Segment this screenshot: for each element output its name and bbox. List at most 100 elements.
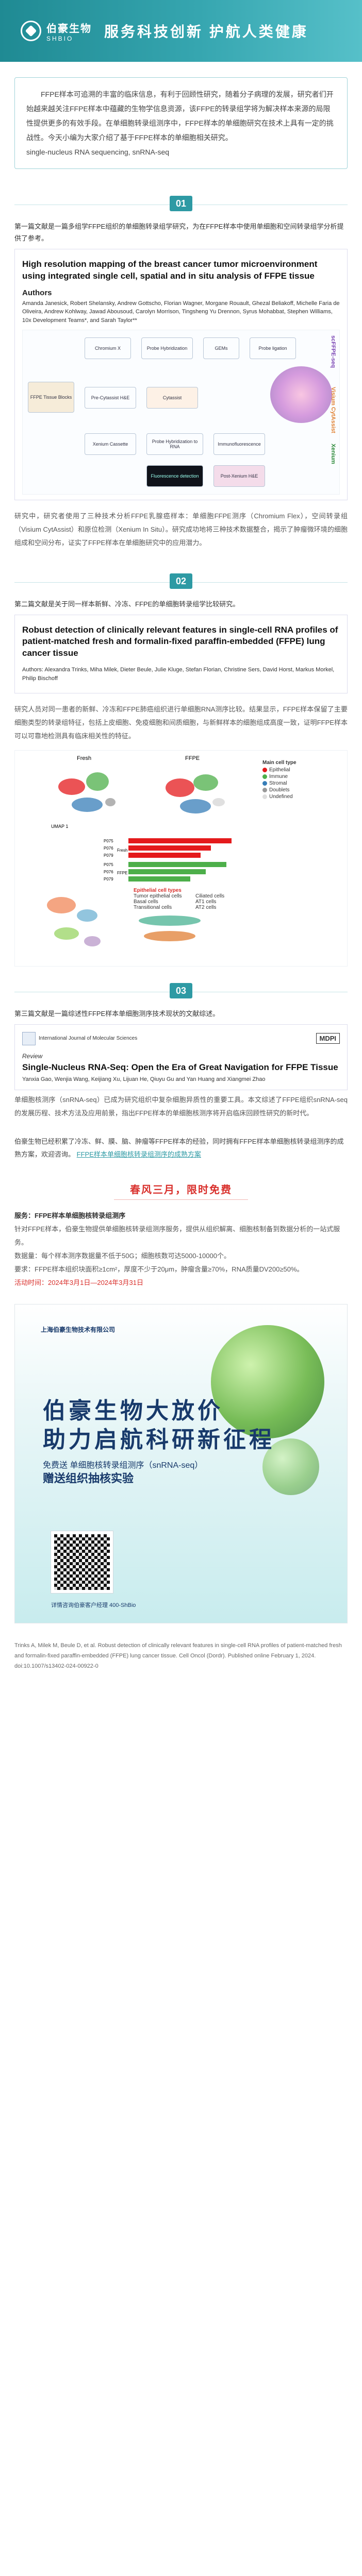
paper-2-title: Robust detection of clinically relevant … [22,624,338,658]
bullet-3: 要求：FFPE样本组织块面积≥1cm²，厚度不少于20μm，肿瘤含量≥70%，R… [14,1265,304,1274]
cell-illustration-icon [211,1325,324,1439]
bar-group-fresh: Fresh [117,848,127,853]
references: Trinks A, Milek M, Beule D, et al. Robus… [14,1642,342,1669]
promo-heading-text: 春风三月，限时免费 [130,1184,232,1196]
intro-section: FFPE样本可追溯的丰富的临床信息，有利于回顾性研究，随着分子病理的发展，研究者… [0,62,362,179]
review-tag: Review [22,1052,43,1060]
main-type-legend: Main cell type Epithelial Immune Stromal… [262,760,340,801]
wf-side-scffpe: scFFPE-seq [330,335,336,368]
wf-probe-hyb: Probe Hybridization [141,337,193,360]
legend-title: Main cell type [262,760,297,766]
epi-type: AT1 cells [195,899,217,905]
bar-sample-2: P076 [104,846,113,851]
section-number-badge: 03 [170,983,192,999]
logo-mark-icon [21,21,41,41]
wf-umap-blob [270,366,332,423]
legend-label: Doublets [269,787,290,793]
wf-fluorescence: Fluorescence detection [146,465,203,487]
section-3-desc: 单细胞核测序（snRNA-seq）已成为研究组织中复杂细胞异质性的重要工具。本文… [14,1095,348,1117]
logo-cn: 伯豪生物 [46,23,92,35]
legend-label: Epithelial [269,767,290,773]
section-divider-01: 01 [0,196,362,213]
epi-type: Ciliated cells [195,893,225,900]
epi-type: Tumor epithelial cells [134,893,182,900]
epi-legend-title: Epithelial cell types [134,888,182,894]
poster-sub-1: 免费送 单细胞核转录组测序（snRNA-seq） [43,1461,203,1470]
service-note: 伯豪生物已经积累了冷冻、鲜、膜、脑、肿瘤等FFPE样本的经验，同时拥有FFPE样… [0,1127,362,1169]
paper-1-authors-heading: Authors [22,288,52,297]
paper-3-card: International Journal of Molecular Scien… [14,1024,348,1090]
wf-post-he: Post-Xenium H&E [213,465,265,487]
intro-highlight: single-nucleus RNA sequencing, snRNA-seq [26,148,170,156]
bar-sample-6: P079 [104,877,113,882]
bullet-2: 数据量：每个样本测序数据量不低于50G；细胞核数可达5000-10000个。 [14,1252,231,1260]
poster-line-2: 助力启航科研新征程 [43,1427,275,1453]
page-root: 伯豪生物 SHBIO 服务科技创新 护航人类健康 FFPE样本可追溯的丰富的临床… [0,0,362,1689]
poster-sub-2: 赠送组织抽核实验 [43,1472,134,1485]
logo-en: SHBIO [46,35,74,42]
section-2-desc: 研究人员对同一患者的新鲜、冷冻和FFPE肺癌组织进行单细胞RNA测序比较。结果显… [14,705,348,740]
wf-chromium: Chromium X [85,337,131,360]
umap-figure: Fresh FFPE UMAP 1 [14,750,348,967]
legend-label: Undefined [269,794,293,800]
journal-row: International Journal of Molecular Scien… [22,1031,340,1045]
epi-legend: Epithelial cell types Tumor epithelial c… [134,888,257,910]
epi-type: Basal cells [134,899,158,905]
wf-ffpe-blocks: FFPE Tissue Blocks [28,382,74,413]
legend-label: Immune [269,774,288,780]
epi-legend-grid: Tumor epithelial cells Ciliated cells Ba… [134,893,257,910]
promo-poster: 上海伯豪生物技术有限公司 伯豪生物大放价 助力启航科研新征程 免费送 单细胞核转… [14,1304,348,1624]
legend-swatch [262,788,267,793]
paper-3-title: Single-Nucleus RNA-Seq: Open the Era of … [22,1062,338,1072]
section-divider-03: 03 [0,983,362,1001]
section-divider-02: 02 [0,573,362,591]
bar-sample-4: P075 [104,862,113,867]
poster-contact: 详情咨询伯豪客户经理 400-ShBio [51,1602,136,1609]
wf-gems: GEMs [203,337,239,360]
legend-item: Epithelial [262,767,340,773]
bullet-1: 针对FFPE样本，伯豪生物提供单细胞核转录组测序服务，提供从组织解离、细胞核制备… [14,1225,340,1247]
section-1-caption: 第一篇文献是一篇多组学FFPE组织的单细胞转录组学研究，为在FFPE样本中使用单… [14,223,344,243]
journal-logo: International Journal of Molecular Scien… [22,1031,137,1045]
intro-text: FFPE样本可追溯的丰富的临床信息，有利于回顾性研究，随着分子病理的发展，研究者… [26,90,334,142]
bullet-1-head: 服务：FFPE样本单细胞核转录组测序 [14,1212,126,1220]
legend-swatch [262,774,267,779]
wf-side-xenium: Xenium [330,444,336,464]
legend-item: Doublets [262,787,340,793]
umap-ffpe-label: FFPE [185,755,200,761]
epi-type: Transitional cells [134,905,172,911]
poster-brand: 上海伯豪生物技术有限公司 [41,1326,116,1334]
cell-illustration-icon [262,1438,319,1496]
umap-ffpe-cluster [166,774,225,814]
section-1: 第一篇文献是一篇多组学FFPE组织的单细胞转录组学研究，为在FFPE样本中使用单… [0,221,362,557]
promo-time: 活动时间：2024年3月1日—2024年3月31日 [14,1279,143,1287]
mdpi-logo: MDPI [316,1033,340,1044]
legend-item: Immune [262,774,340,779]
section-2-caption: 第二篇文献是关于同一样本新鲜、冷冻、FFPE的单细胞转录组学比较研究。 [14,600,240,608]
umap-fresh-label: Fresh [77,755,91,761]
legend-item: Stromal [262,781,340,786]
wf-xenium-cassette: Xenium Cassette [85,433,136,455]
service-note-text: 伯豪生物已经积累了冷冻、鲜、膜、脑、肿瘤等FFPE样本的经验，同时拥有FFPE样… [14,1137,344,1158]
section-number-badge: 01 [170,196,192,211]
umap-lower-clusters [47,897,201,947]
legend-swatch [262,794,267,800]
legend-item: Undefined [262,794,340,800]
section-3-caption: 第三篇文献是一篇综述性FFPE样本单细胞测序技术现状的文献综述。 [14,1010,220,1018]
brand-logo: 伯豪生物 SHBIO [21,20,92,42]
bar-sample-1: P075 [104,839,113,843]
workflow-diagram: Chromium X Probe Hybridization GEMs Prob… [22,330,340,495]
wf-cytassist: Cytassist [146,387,198,409]
section-1-desc: 研究中，研究者使用了三种技术分析FFPE乳腺癌样本：单细胞FFPE测序（Chro… [14,512,348,547]
paper-1-title: High resolution mapping of the breast ca… [22,259,318,281]
poster-line-1: 伯豪生物大放价 [43,1398,223,1424]
service-note-link[interactable]: FFPE样本单细胞核转录组测序的成熟方案 [76,1150,201,1158]
section-3: 第三篇文献是一篇综述性FFPE样本单细胞测序技术现状的文献综述。 Interna… [0,1008,362,1127]
intro-box: FFPE样本可追溯的丰富的临床信息，有利于回顾性研究，随着分子病理的发展，研究者… [14,77,348,169]
paper-1-authors: Amanda Janesick, Robert Shelansky, Andre… [22,300,340,324]
paper-3-authors: Yanxia Gao, Wenjia Wang, Keijiang Xu, Li… [22,1076,266,1082]
paper-2-card: Robust detection of clinically relevant … [14,614,348,694]
banner-header: 伯豪生物 SHBIO 服务科技创新 护航人类健康 [0,0,362,62]
umap-svg: Fresh FFPE UMAP 1 [47,755,232,947]
qr-code-icon[interactable] [51,1531,113,1594]
